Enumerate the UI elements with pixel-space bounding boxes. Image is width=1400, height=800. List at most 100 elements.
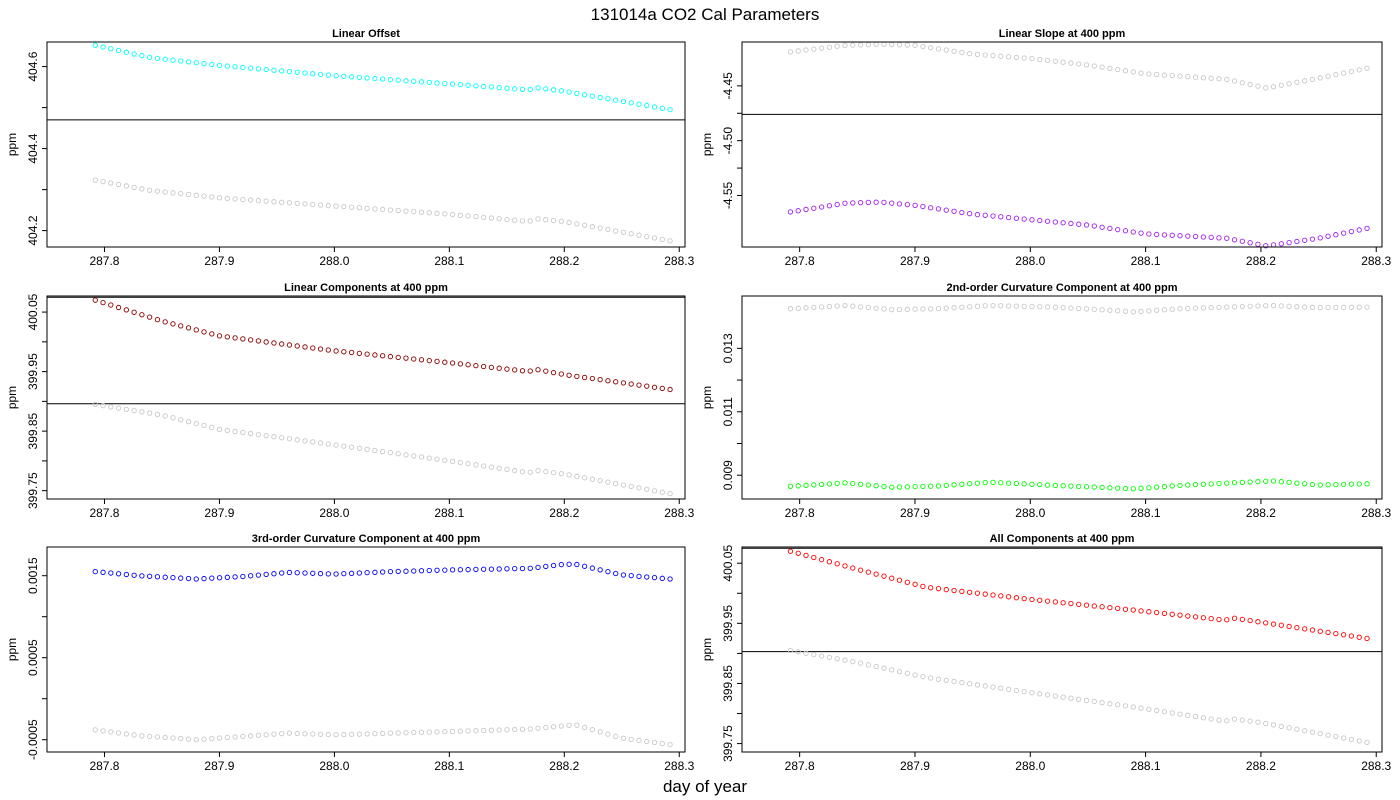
- data-point: [628, 100, 634, 106]
- data-point: [426, 210, 432, 216]
- data-point: [543, 217, 549, 223]
- data-point: [1052, 304, 1059, 310]
- data-point: [951, 208, 957, 214]
- data-point: [1161, 72, 1168, 78]
- data-point: [1115, 605, 1121, 612]
- data-point: [1099, 224, 1105, 230]
- y-tick-label: -4.50: [721, 127, 735, 155]
- data-point: [146, 733, 153, 740]
- data-point: [348, 731, 355, 737]
- data-point: [1317, 75, 1323, 81]
- data-point: [1083, 306, 1090, 312]
- data-point: [240, 429, 246, 436]
- data-point: [1263, 243, 1269, 249]
- data-point: [1091, 603, 1097, 609]
- data-point: [1029, 217, 1035, 223]
- data-point: [990, 592, 996, 598]
- x-tick-label: 288.2: [549, 254, 579, 268]
- data-point: [1099, 484, 1105, 491]
- data-point: [620, 380, 627, 386]
- data-point: [527, 86, 533, 93]
- data-point: [465, 728, 471, 734]
- data-point: [850, 200, 856, 206]
- data-point: [581, 724, 588, 731]
- data-point: [982, 303, 988, 309]
- data-point: [201, 193, 207, 199]
- data-point: [364, 446, 370, 453]
- x-tick-label: 287.8: [89, 759, 119, 773]
- data-point: [1099, 604, 1105, 610]
- data-point: [1037, 304, 1043, 310]
- data-point: [644, 233, 650, 240]
- data-point: [613, 733, 619, 739]
- data-point: [1130, 229, 1136, 235]
- panel-5: 3rd-order Curvature Component at 400 ppm…: [5, 533, 695, 773]
- data-point: [418, 357, 425, 363]
- data-point: [333, 732, 339, 738]
- data-point: [873, 305, 879, 311]
- series-1: [787, 548, 1370, 642]
- data-point: [232, 196, 238, 202]
- data-point: [636, 232, 642, 238]
- data-point: [628, 231, 634, 237]
- data-point: [504, 727, 510, 733]
- data-point: [247, 65, 254, 71]
- data-point: [1325, 482, 1331, 488]
- data-point: [115, 47, 122, 54]
- data-point: [1317, 235, 1323, 241]
- data-point: [1122, 68, 1129, 74]
- data-point: [209, 61, 215, 68]
- data-point: [442, 728, 448, 735]
- data-point: [1255, 619, 1261, 625]
- data-point: [92, 727, 98, 733]
- data-point: [162, 319, 168, 325]
- data-point: [1247, 718, 1253, 724]
- data-point: [302, 70, 308, 76]
- data-point: [811, 651, 817, 658]
- data-point: [488, 84, 495, 90]
- data-point: [1052, 482, 1059, 489]
- data-point: [1037, 217, 1043, 224]
- data-point: [131, 184, 137, 191]
- data-point: [1231, 304, 1238, 310]
- plot-frame: [741, 295, 1383, 500]
- data-point: [574, 373, 580, 379]
- x-tick-label: 287.8: [785, 759, 815, 773]
- data-point: [1037, 56, 1043, 63]
- data-point: [803, 305, 809, 311]
- data-point: [403, 452, 409, 458]
- panel-4: 2nd-order Curvature Component at 400 ppm…: [700, 282, 1392, 520]
- x-tick-label: 288.0: [1015, 759, 1045, 773]
- data-point: [348, 444, 355, 450]
- y-tick-label: 399.85: [26, 412, 40, 449]
- data-point: [473, 728, 479, 734]
- data-point: [959, 679, 965, 686]
- data-point: [1364, 739, 1370, 746]
- data-point: [372, 730, 378, 737]
- panel-title: Linear Slope at 400 ppm: [999, 28, 1126, 40]
- x-tick-label: 287.9: [204, 759, 234, 773]
- data-point: [364, 75, 370, 81]
- data-point: [920, 306, 926, 312]
- data-point: [449, 360, 456, 366]
- y-tick-label: 400.05: [26, 293, 40, 330]
- series-2: [92, 722, 673, 748]
- data-point: [263, 571, 269, 578]
- data-point: [333, 442, 339, 448]
- data-point: [1333, 304, 1339, 311]
- data-point: [434, 729, 440, 735]
- data-point: [566, 219, 572, 226]
- data-point: [865, 199, 871, 206]
- data-point: [826, 654, 833, 661]
- data-point: [1146, 609, 1152, 615]
- data-point: [449, 458, 456, 465]
- data-point: [1005, 214, 1012, 221]
- data-point: [1052, 599, 1059, 605]
- data-point: [115, 571, 122, 577]
- data-point: [605, 96, 611, 102]
- data-point: [341, 443, 347, 449]
- data-point: [558, 561, 564, 568]
- data-point: [1348, 228, 1355, 235]
- y-tick-label: 0.0015: [26, 557, 40, 594]
- data-point: [1302, 304, 1308, 310]
